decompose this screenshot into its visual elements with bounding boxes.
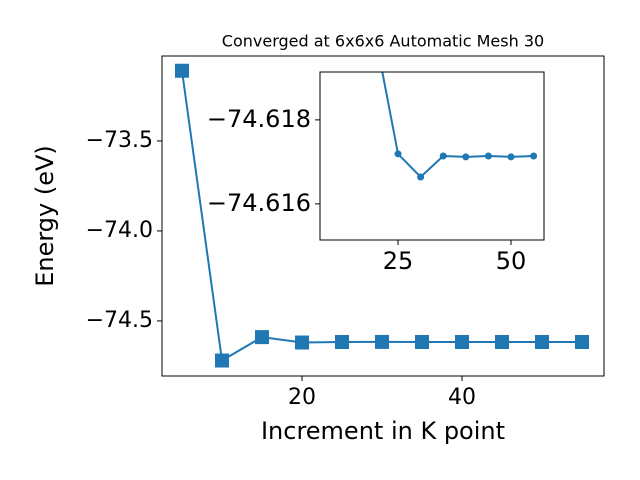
data-point <box>215 353 229 368</box>
x-tick-label: 40 <box>448 385 476 410</box>
x-tick-label: 25 <box>383 247 414 275</box>
y-tick-label: −74.5 <box>86 308 153 333</box>
data-point <box>484 152 492 160</box>
plot-frame <box>161 55 605 377</box>
plot-area <box>175 63 589 368</box>
y-tick-label: −74.618 <box>207 105 311 133</box>
plot-frame <box>319 71 545 241</box>
data-point <box>415 335 429 350</box>
y-tick-label: −74.616 <box>207 189 311 217</box>
data-point <box>462 153 470 161</box>
data-point <box>175 63 189 78</box>
data-line <box>381 72 534 179</box>
data-point <box>535 335 549 350</box>
plot-area <box>381 72 538 181</box>
data-point <box>439 152 447 160</box>
chart-title: Converged at 6x6x6 Automatic Mesh 30 <box>222 32 544 51</box>
data-point <box>507 153 515 161</box>
y-axis-label: Energy (eV) <box>31 145 59 287</box>
data-point <box>255 330 269 345</box>
data-point <box>530 152 538 160</box>
y-tick-label: −74.0 <box>86 218 153 243</box>
data-point <box>455 335 469 350</box>
x-tick-label: 50 <box>496 247 527 275</box>
data-point <box>375 334 389 349</box>
x-tick-label: 20 <box>288 385 316 410</box>
data-point <box>417 173 425 181</box>
data-point <box>295 335 309 350</box>
data-point <box>394 150 402 158</box>
data-point <box>575 335 589 350</box>
y-tick-label: −73.5 <box>86 128 153 153</box>
data-point <box>495 335 509 350</box>
data-point <box>335 335 349 350</box>
x-axis-label: Increment in K point <box>261 417 505 445</box>
